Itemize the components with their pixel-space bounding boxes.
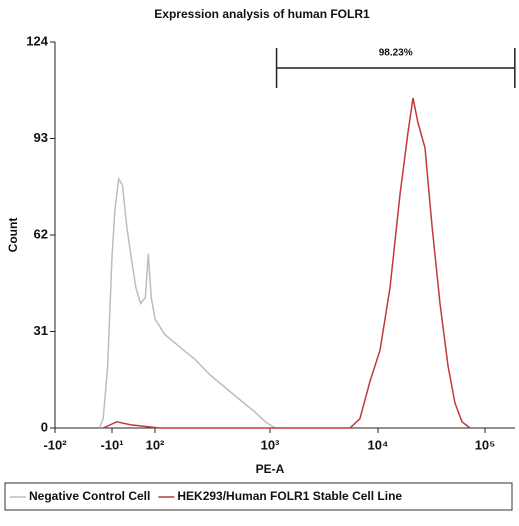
gate-label: 98.23% [379, 48, 413, 59]
y-tick-label: 31 [34, 323, 48, 338]
histogram-line [102, 97, 471, 429]
x-tick-label: 10⁵ [475, 437, 496, 452]
x-tick-label: 10⁴ [368, 437, 389, 452]
legend-label: Negative Control Cell [29, 489, 150, 503]
x-tick-label: 10² [146, 437, 165, 452]
histogram-line [98, 176, 276, 429]
y-tick-label: 62 [34, 226, 48, 241]
legend-label: HEK293/Human FOLR1 Stable Cell Line [177, 489, 402, 503]
y-tick-label: 93 [34, 130, 48, 145]
y-tick-label: 124 [26, 33, 48, 48]
y-tick-label: 0 [41, 419, 48, 434]
chart-title: Expression analysis of human FOLR1 [154, 7, 370, 21]
x-tick-label: -10¹ [100, 437, 123, 452]
x-axis-label: PE-A [256, 462, 285, 476]
y-axis-label: Count [6, 218, 20, 253]
legend-box [4, 482, 513, 511]
x-tick-label: 10³ [261, 437, 280, 452]
x-tick-label: -10² [43, 437, 67, 452]
